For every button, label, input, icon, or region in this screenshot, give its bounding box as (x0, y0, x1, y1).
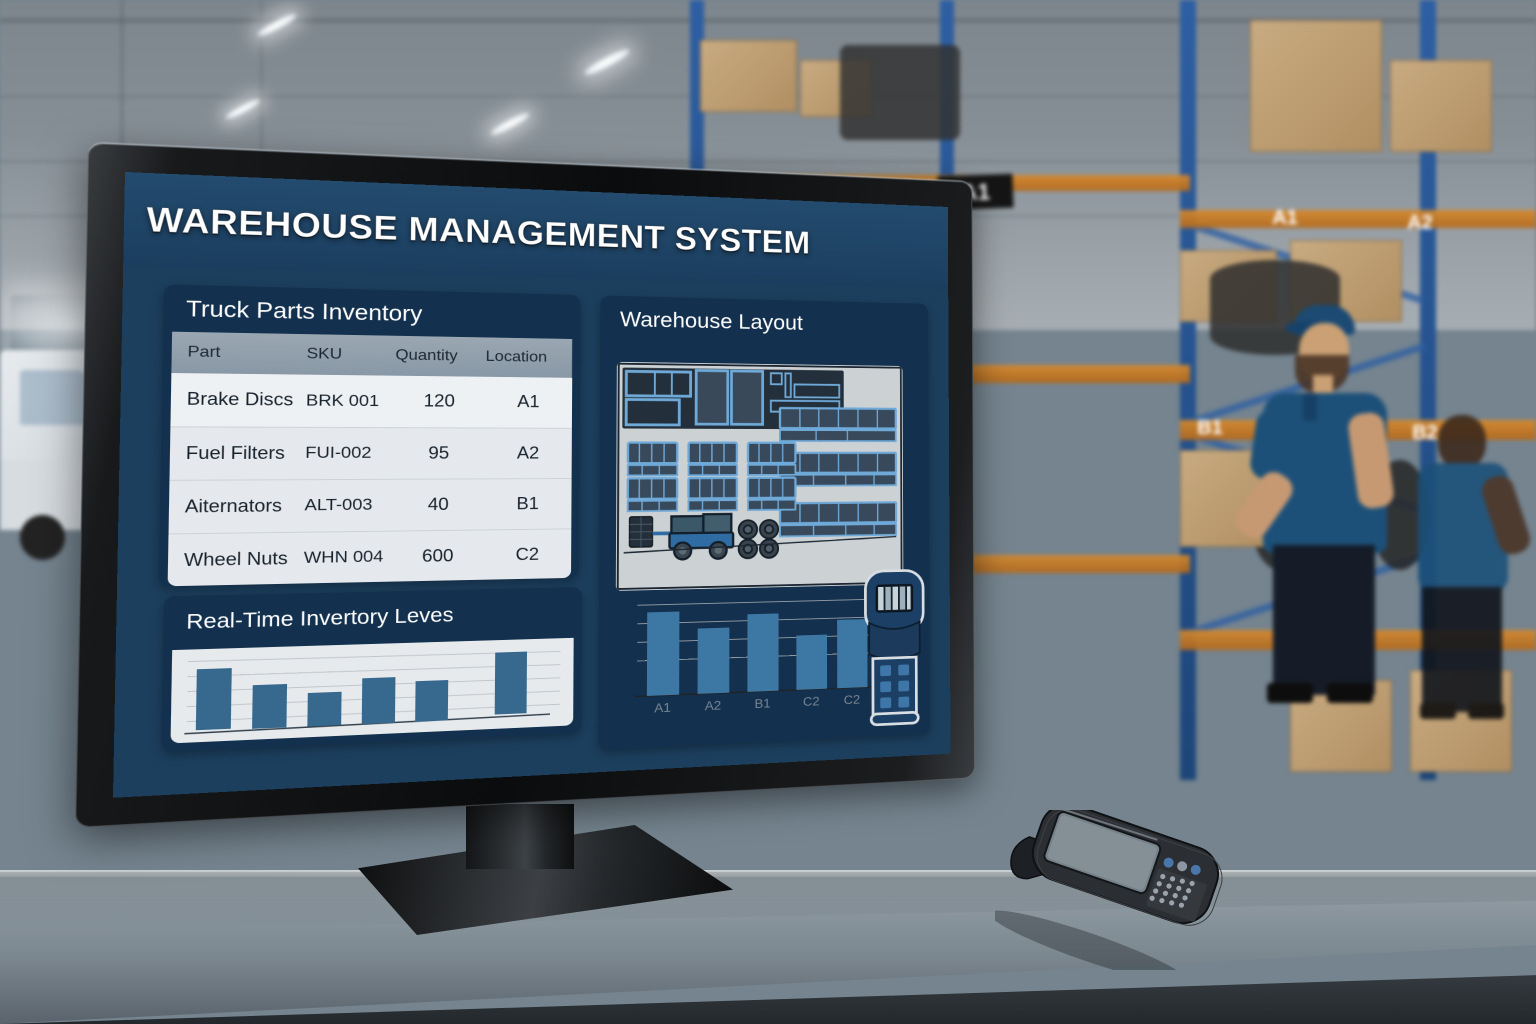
svg-text:A1: A1 (654, 700, 671, 715)
svg-text:C2: C2 (803, 694, 820, 709)
svg-text:B1: B1 (754, 696, 770, 711)
svg-text:A2: A2 (705, 698, 721, 713)
svg-text:C2: C2 (844, 693, 860, 708)
